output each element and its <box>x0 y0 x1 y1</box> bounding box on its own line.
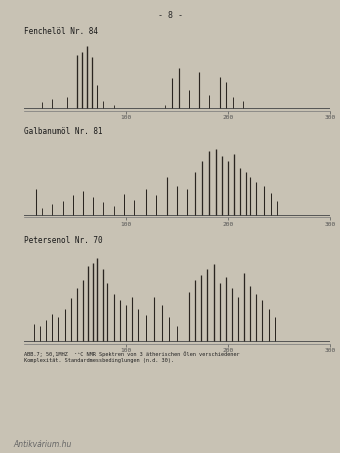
Text: ABB.7; 50,1MHZ  ¹³C NMR Spektren von 3 ätherischen Ölen verschiedener
Komplexitä: ABB.7; 50,1MHZ ¹³C NMR Spektren von 3 ät… <box>24 351 239 363</box>
Text: Petersenol Nr. 70: Petersenol Nr. 70 <box>24 236 102 245</box>
Text: Fenchelöl Nr. 84: Fenchelöl Nr. 84 <box>24 27 98 36</box>
Text: Antikvárium.hu: Antikvárium.hu <box>14 440 72 449</box>
Text: Galbanumöl Nr. 81: Galbanumöl Nr. 81 <box>24 127 102 136</box>
Text: - 8 -: - 8 - <box>157 11 183 20</box>
